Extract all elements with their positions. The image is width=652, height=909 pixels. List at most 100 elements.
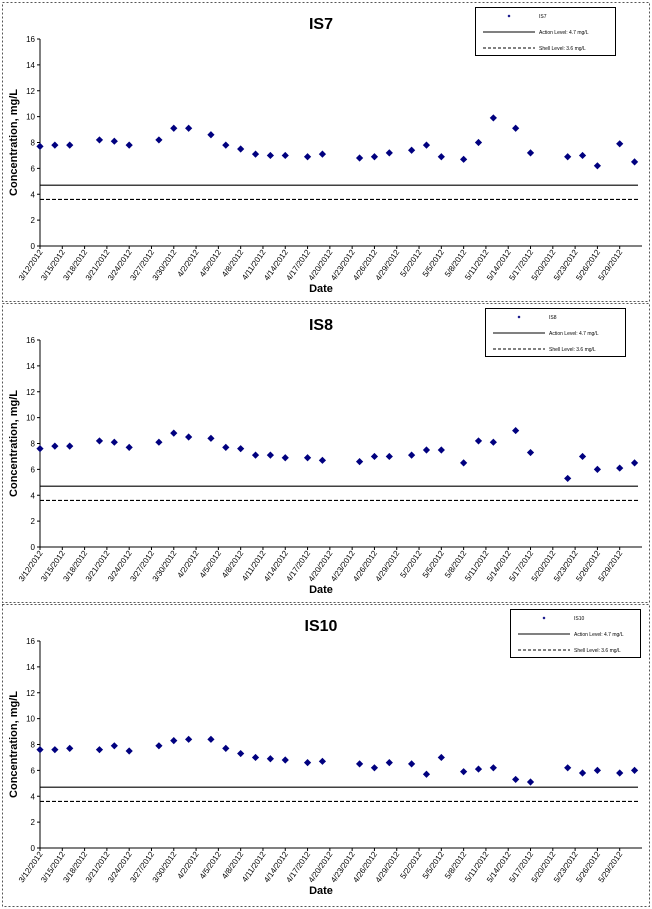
data-point — [526, 778, 535, 786]
data-point — [355, 154, 364, 162]
data-point — [222, 443, 230, 451]
y-axis-title: Concentration, mg/L — [8, 89, 20, 196]
data-point — [460, 155, 468, 163]
data-point — [564, 764, 572, 772]
data-point — [170, 429, 178, 437]
legend-entry: Shell Level: 3.6 mg/L — [574, 648, 621, 654]
data-point — [593, 465, 602, 473]
data-point — [36, 142, 44, 150]
legend-marker-icon — [542, 616, 546, 620]
y-tick-label: 8 — [31, 440, 36, 449]
y-tick-label: 12 — [26, 689, 35, 698]
data-point — [370, 764, 379, 772]
data-point — [318, 456, 327, 464]
data-point — [185, 124, 193, 132]
chart-legend: IS7 Action Level: 4.7 mg/L Shell Level: 3.… — [475, 7, 616, 56]
data-point — [437, 446, 445, 454]
data-point — [95, 746, 104, 754]
data-point — [408, 760, 416, 768]
data-point — [578, 151, 587, 160]
legend-marker-icon — [507, 14, 511, 18]
data-point — [460, 459, 468, 467]
data-point — [155, 742, 163, 750]
data-point — [318, 150, 327, 158]
data-point — [303, 759, 312, 767]
legend-entry: Action Level: 4.7 mg/L — [549, 331, 599, 337]
data-point — [125, 443, 133, 451]
data-point — [51, 141, 59, 149]
data-point — [630, 158, 639, 166]
data-point — [185, 735, 193, 743]
y-tick-label: 2 — [31, 517, 36, 526]
data-point — [125, 141, 133, 149]
data-point — [170, 737, 178, 745]
data-point — [237, 445, 245, 453]
y-tick-label: 2 — [31, 216, 36, 225]
chart-title: IS10 — [305, 618, 338, 635]
y-tick-label: 0 — [31, 543, 36, 552]
y-tick-label: 0 — [31, 844, 36, 853]
data-point — [281, 151, 289, 160]
y-tick-label: 10 — [26, 113, 35, 122]
y-tick-label: 6 — [31, 766, 36, 775]
legend-entry: IS10 — [574, 616, 585, 622]
data-point — [593, 162, 602, 170]
data-point — [95, 136, 104, 144]
data-point — [616, 464, 624, 472]
data-point — [251, 451, 260, 459]
data-point — [616, 140, 624, 148]
data-point — [66, 141, 74, 149]
data-point — [36, 445, 44, 453]
data-point — [66, 744, 74, 752]
data-point — [222, 141, 230, 149]
y-tick-label: 4 — [31, 190, 36, 199]
data-point — [207, 434, 215, 442]
data-point — [51, 746, 59, 754]
data-point — [266, 151, 274, 160]
data-point — [526, 149, 535, 157]
data-point — [66, 442, 74, 450]
data-point — [222, 744, 230, 752]
data-point — [437, 153, 445, 161]
data-point — [281, 756, 289, 764]
data-point — [512, 775, 520, 784]
data-point — [281, 454, 289, 462]
y-tick-label: 10 — [26, 715, 35, 724]
data-point — [266, 755, 274, 763]
data-point — [408, 451, 416, 459]
legend-entry: IS8 — [549, 315, 557, 321]
data-point — [370, 153, 379, 161]
data-point — [489, 114, 497, 122]
data-point — [251, 753, 260, 762]
data-point — [355, 458, 364, 466]
data-point — [489, 764, 497, 772]
data-point — [385, 759, 393, 767]
data-point — [385, 452, 393, 461]
y-tick-label: 16 — [26, 637, 35, 646]
chart-legend: IS8 Action Level: 4.7 mg/L Shell Level: 3.… — [485, 308, 626, 357]
y-tick-label: 14 — [26, 61, 35, 70]
data-point — [110, 742, 118, 750]
data-point — [318, 757, 327, 765]
data-point — [578, 769, 587, 777]
y-tick-label: 2 — [31, 818, 36, 827]
data-point — [593, 766, 602, 774]
data-point — [303, 153, 312, 161]
legend-entry: IS7 — [539, 14, 547, 20]
y-tick-label: 16 — [26, 35, 35, 44]
data-point — [185, 433, 193, 441]
data-point — [526, 448, 535, 457]
x-axis-title: Date — [309, 885, 333, 897]
data-point — [303, 454, 312, 462]
data-point — [616, 769, 624, 777]
data-point — [51, 442, 59, 450]
y-tick-label: 8 — [31, 139, 36, 148]
data-point — [207, 735, 215, 743]
legend-entry: Action Level: 4.7 mg/L — [574, 632, 624, 638]
y-tick-label: 8 — [31, 741, 36, 750]
